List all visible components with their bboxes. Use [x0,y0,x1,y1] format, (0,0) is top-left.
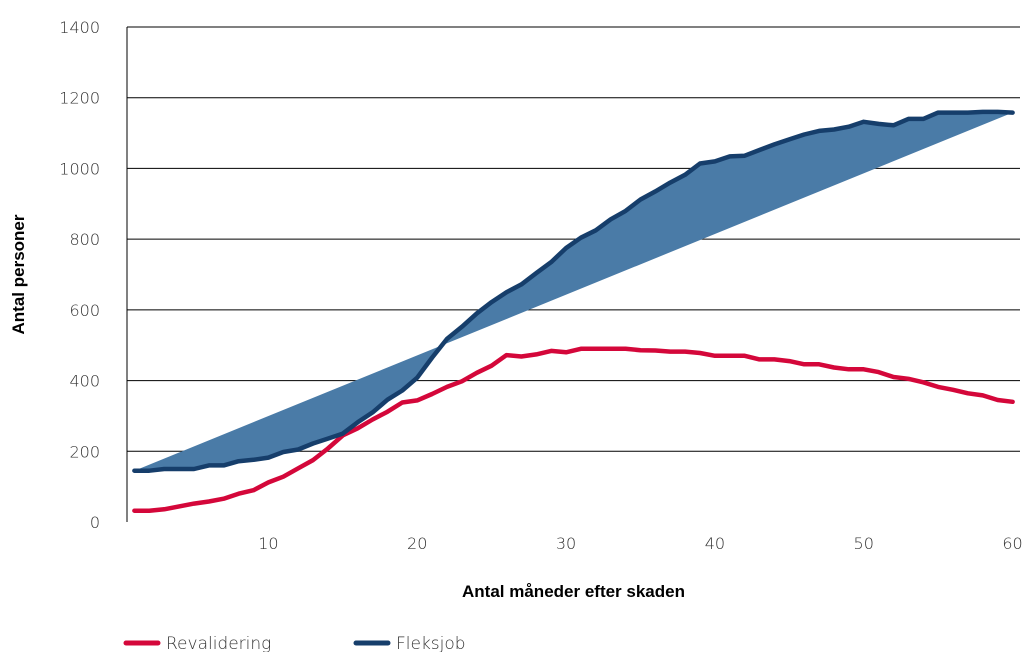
y-tick-label: 800 [69,230,100,249]
legend-item-revalidering: Revalidering [123,634,271,652]
gridlines [127,26,1020,452]
y-axis-ticks: 0 200 400 600 800 1000 1200 1400 [59,18,100,532]
y-tick-label: 1400 [59,18,100,37]
legend: Revalidering Fleksjob [123,634,466,652]
x-tick-label: 50 [854,534,874,553]
legend-label: Revalidering [166,634,271,652]
x-tick-label: 40 [705,534,725,553]
x-axis-ticks: 10 20 30 40 50 60 [258,534,1023,553]
series-lines [132,109,1015,513]
y-tick-label: 600 [69,301,100,320]
legend-label: Fleksjob [396,634,466,652]
x-tick-label: 20 [407,534,427,553]
y-tick-label: 200 [69,442,100,461]
legend-item-fleksjob: Fleksjob [353,634,466,652]
fill-between-area [134,111,1013,471]
x-tick-label: 10 [258,534,278,553]
y-tick-label: 400 [69,372,100,391]
y-tick-label: 1200 [59,89,100,108]
x-tick-label: 60 [1002,534,1022,553]
y-tick-label: 1000 [59,159,100,178]
y-tick-label: 0 [90,513,100,532]
series-line-revalidering [132,346,1015,513]
y-axis-title: Antal personer [9,214,28,334]
series-line-fleksjob [132,109,1015,473]
x-tick-label: 30 [556,534,576,553]
x-axis-title: Antal måneder efter skaden [462,582,685,601]
